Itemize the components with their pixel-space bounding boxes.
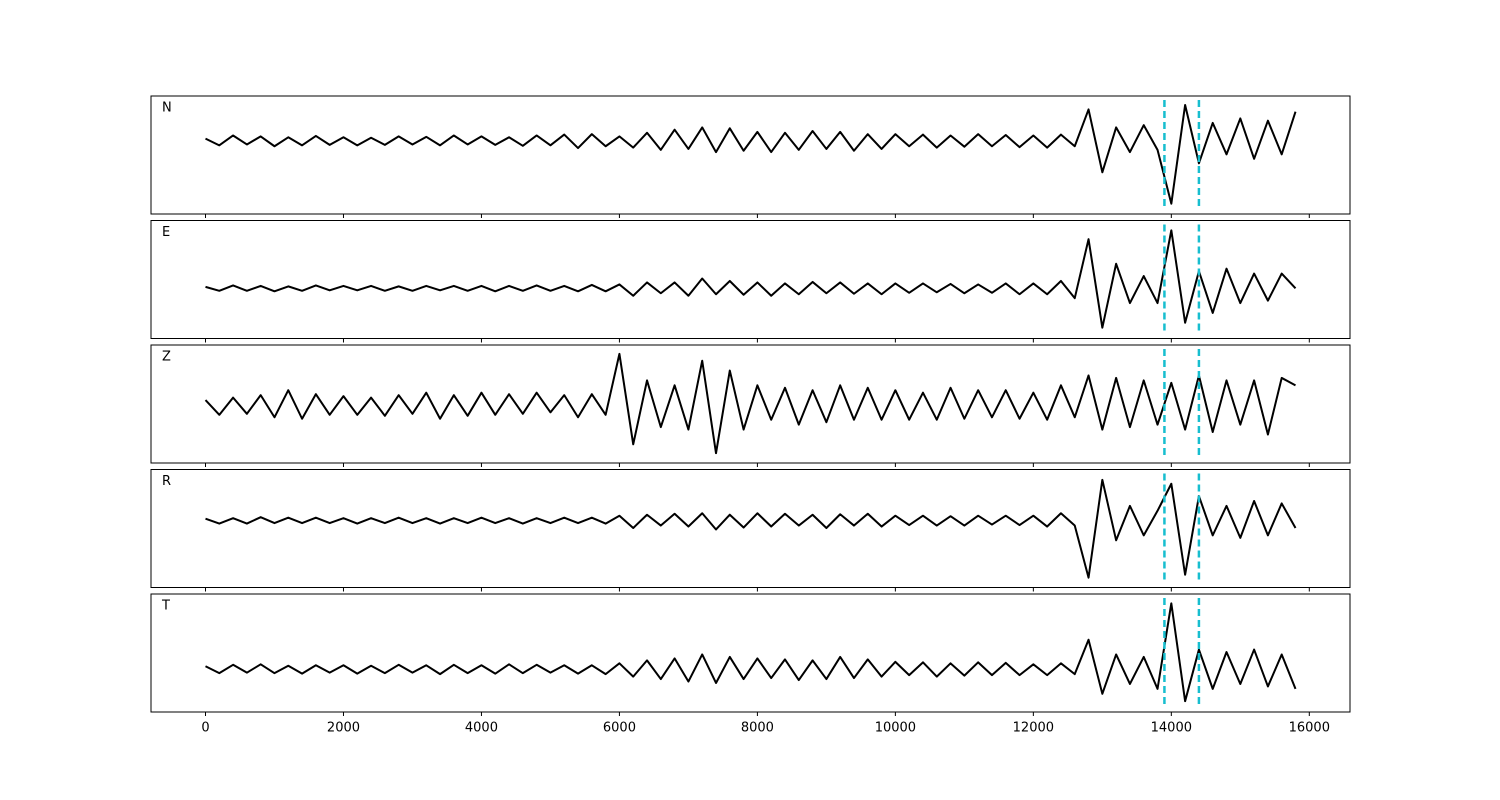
x-tick-label: 12000 bbox=[1013, 721, 1054, 736]
waveform bbox=[204, 352, 1296, 455]
x-tick-label: 2000 bbox=[327, 721, 360, 736]
x-tick-label: 10000 bbox=[875, 721, 916, 736]
panel-label: T bbox=[161, 599, 170, 614]
panel-label: E bbox=[162, 225, 170, 240]
x-tick-label: 4000 bbox=[465, 721, 498, 736]
x-tick-label: 14000 bbox=[1151, 721, 1192, 736]
panel-frame bbox=[150, 95, 1351, 215]
panel-label: N bbox=[162, 101, 172, 116]
panel-frame bbox=[150, 469, 1351, 588]
panel-label: R bbox=[162, 474, 171, 489]
panel-label: Z bbox=[162, 350, 171, 365]
panel-frame bbox=[150, 344, 1351, 464]
waveform bbox=[205, 103, 1297, 205]
panel-frame bbox=[150, 593, 1351, 713]
panel-frame bbox=[150, 220, 1351, 339]
x-tick-label: 16000 bbox=[1289, 721, 1330, 736]
waveform bbox=[205, 602, 1297, 703]
waveform bbox=[205, 229, 1297, 329]
x-tick-label: 8000 bbox=[741, 721, 774, 736]
x-tick-label: 6000 bbox=[603, 721, 636, 736]
waveform bbox=[205, 478, 1297, 579]
x-tick-label: 0 bbox=[201, 721, 209, 736]
